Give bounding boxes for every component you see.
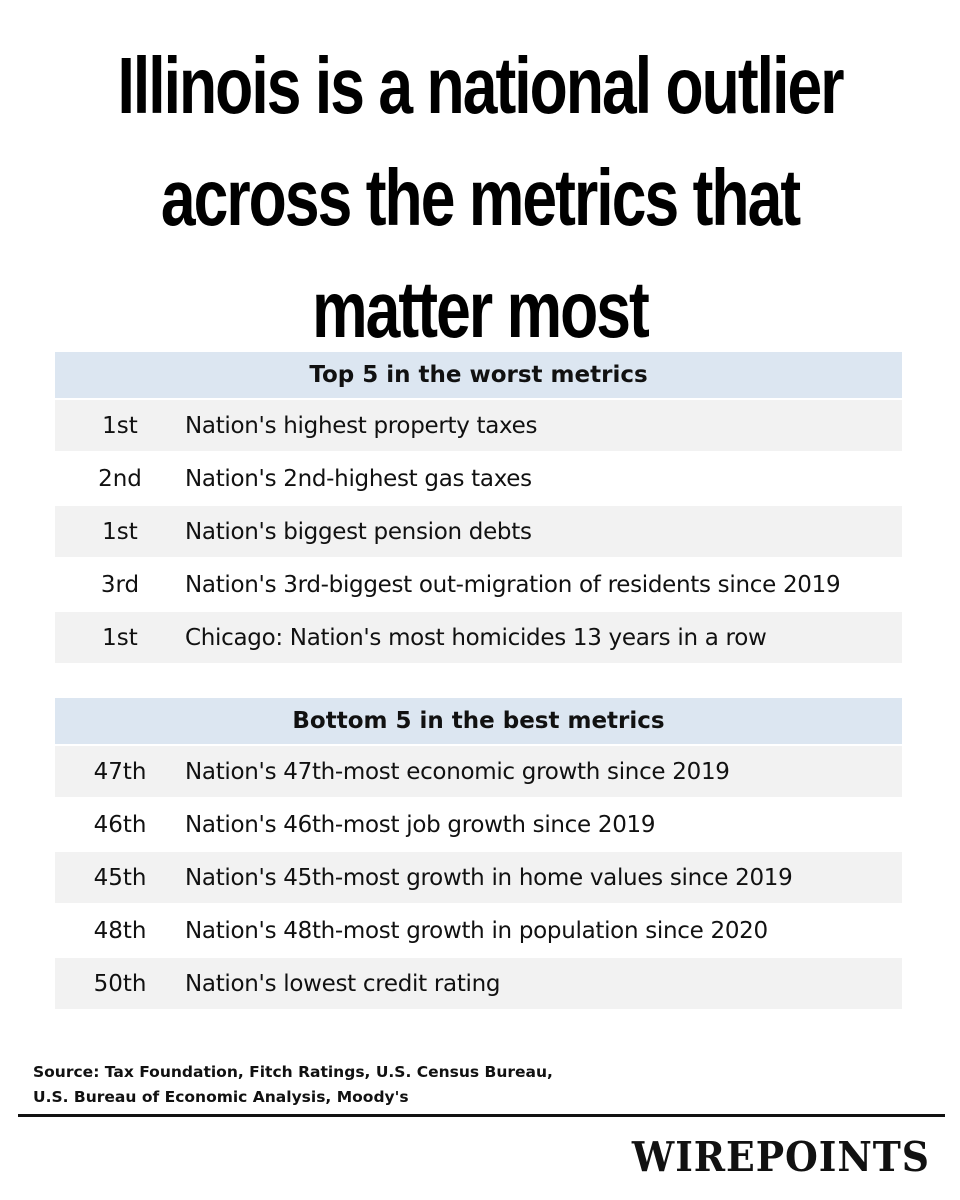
headline-line-2: across the metrics that [160,153,801,242]
table-row: 3rd Nation's 3rd-biggest out-migration o… [55,559,902,610]
table-row: 2nd Nation's 2nd-highest gas taxes [55,453,902,504]
metric-cell: Nation's 48th-most growth in population … [185,917,768,944]
rank-cell: 1st [102,624,138,651]
table-row: 50th Nation's lowest credit rating [55,958,902,1009]
metric-cell: Nation's 2nd-highest gas taxes [185,465,532,492]
worst-metrics-header: Top 5 in the worst metrics [55,352,902,398]
metric-cell: Nation's highest property taxes [185,412,538,439]
rank-cell: 50th [93,970,147,997]
metric-cell: Nation's 47th-most economic growth since… [185,758,730,785]
metric-cell: Nation's 3rd-biggest out-migration of re… [185,571,841,598]
metric-cell: Nation's lowest credit rating [185,970,501,997]
rank-cell: 46th [93,811,147,838]
table-row: 47th Nation's 47th-most economic growth … [55,746,902,797]
source-line-1: Source: Tax Foundation, Fitch Ratings, U… [33,1063,553,1081]
metric-cell: Nation's biggest pension debts [185,518,532,545]
best-metrics-header: Bottom 5 in the best metrics [55,698,902,744]
divider [18,1114,945,1117]
table-row: 48th Nation's 48th-most growth in popula… [55,905,902,956]
table-row: 45th Nation's 45th-most growth in home v… [55,852,902,903]
worst-metrics-table: Top 5 in the worst metrics 1st Nation's … [55,352,902,663]
rank-cell: 2nd [98,465,142,492]
table-row: 1st Nation's highest property taxes [55,400,902,451]
table-row: 1st Chicago: Nation's most homicides 13 … [55,612,902,663]
rank-cell: 45th [93,864,147,891]
rank-cell: 1st [102,412,138,439]
headline-line-1: Illinois is a national outlier [117,41,844,130]
source-note: Source: Tax Foundation, Fitch Ratings, U… [33,1060,553,1110]
source-line-2: U.S. Bureau of Economic Analysis, Moody'… [33,1088,409,1106]
brand-logo: WIREPOINTS [632,1133,930,1181]
headline: Illinois is a national outlier across th… [0,30,960,366]
rank-cell: 1st [102,518,138,545]
rank-cell: 47th [93,758,147,785]
best-metrics-table: Bottom 5 in the best metrics 47th Nation… [55,698,902,1009]
headline-line-3: matter most [312,265,650,354]
table-row: 1st Nation's biggest pension debts [55,506,902,557]
rank-cell: 3rd [100,571,140,598]
rank-cell: 48th [93,917,147,944]
table-row: 46th Nation's 46th-most job growth since… [55,799,902,850]
metric-cell: Nation's 46th-most job growth since 2019 [185,811,656,838]
metric-cell: Nation's 45th-most growth in home values… [185,864,793,891]
metric-cell: Chicago: Nation's most homicides 13 year… [185,624,767,651]
